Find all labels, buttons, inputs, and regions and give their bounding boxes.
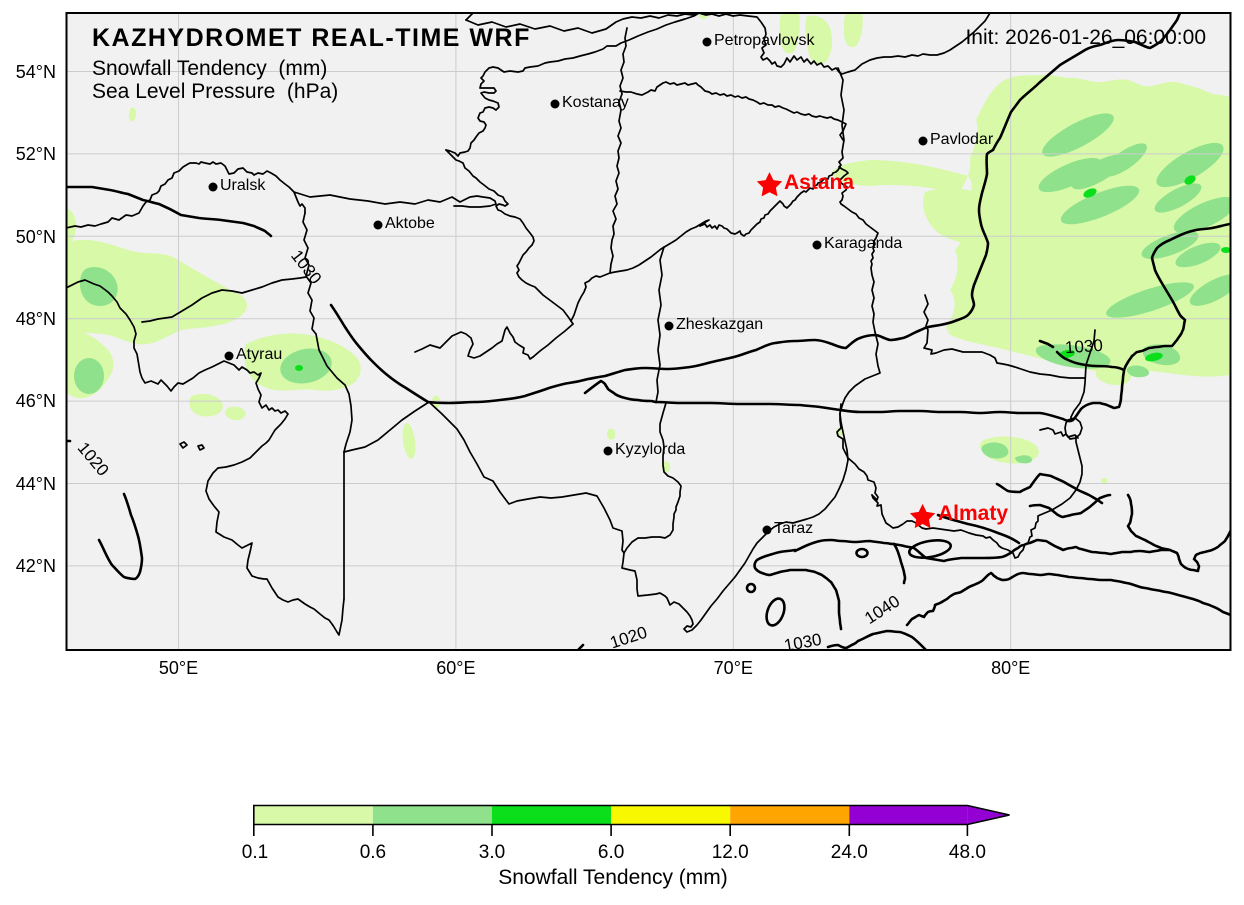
svg-text:0.1: 0.1 [242, 842, 268, 863]
svg-text:52°N: 52°N [16, 144, 56, 164]
svg-text:0.6: 0.6 [360, 842, 386, 863]
svg-text:Atyrau: Atyrau [236, 346, 282, 363]
svg-text:Uralsk: Uralsk [220, 177, 266, 194]
svg-text:Astana: Astana [784, 171, 854, 194]
svg-text:Kyzylorda: Kyzylorda [615, 441, 685, 458]
svg-text:70°E: 70°E [714, 658, 753, 678]
svg-text:Aktobe: Aktobe [385, 215, 435, 232]
svg-text:Kostanay: Kostanay [562, 94, 629, 111]
svg-text:46°N: 46°N [16, 391, 56, 411]
svg-text:24.0: 24.0 [831, 842, 868, 863]
svg-text:60°E: 60°E [436, 658, 475, 678]
svg-text:KAZHYDROMET REAL-TIME WRF: KAZHYDROMET REAL-TIME WRF [92, 24, 531, 52]
svg-text:Karaganda: Karaganda [824, 235, 902, 252]
svg-text:48.0: 48.0 [949, 842, 986, 863]
svg-text:Init: 2026-01-26_06:00:00: Init: 2026-01-26_06:00:00 [965, 26, 1206, 49]
svg-text:80°E: 80°E [991, 658, 1030, 678]
svg-text:Taraz: Taraz [774, 520, 813, 537]
svg-text:Snowfall Tendency (mm): Snowfall Tendency (mm) [92, 57, 327, 80]
svg-text:Snowfall Tendency (mm): Snowfall Tendency (mm) [498, 866, 728, 889]
svg-text:50°N: 50°N [16, 227, 56, 247]
svg-text:48°N: 48°N [16, 309, 56, 329]
svg-text:Pavlodar: Pavlodar [930, 131, 994, 148]
svg-text:44°N: 44°N [16, 474, 56, 494]
svg-text:6.0: 6.0 [598, 842, 624, 863]
svg-text:50°E: 50°E [159, 658, 198, 678]
svg-text:54°N: 54°N [16, 62, 56, 82]
svg-text:1030: 1030 [782, 630, 823, 655]
svg-text:3.0: 3.0 [479, 842, 505, 863]
svg-text:Sea Level Pressure (hPa): Sea Level Pressure (hPa) [92, 80, 338, 103]
svg-text:Zheskazgan: Zheskazgan [676, 316, 763, 333]
svg-text:1030: 1030 [1064, 336, 1103, 358]
svg-text:12.0: 12.0 [712, 842, 749, 863]
svg-text:42°N: 42°N [16, 556, 56, 576]
svg-text:Petropavlovsk: Petropavlovsk [714, 32, 815, 49]
svg-text:Almaty: Almaty [938, 502, 1008, 525]
